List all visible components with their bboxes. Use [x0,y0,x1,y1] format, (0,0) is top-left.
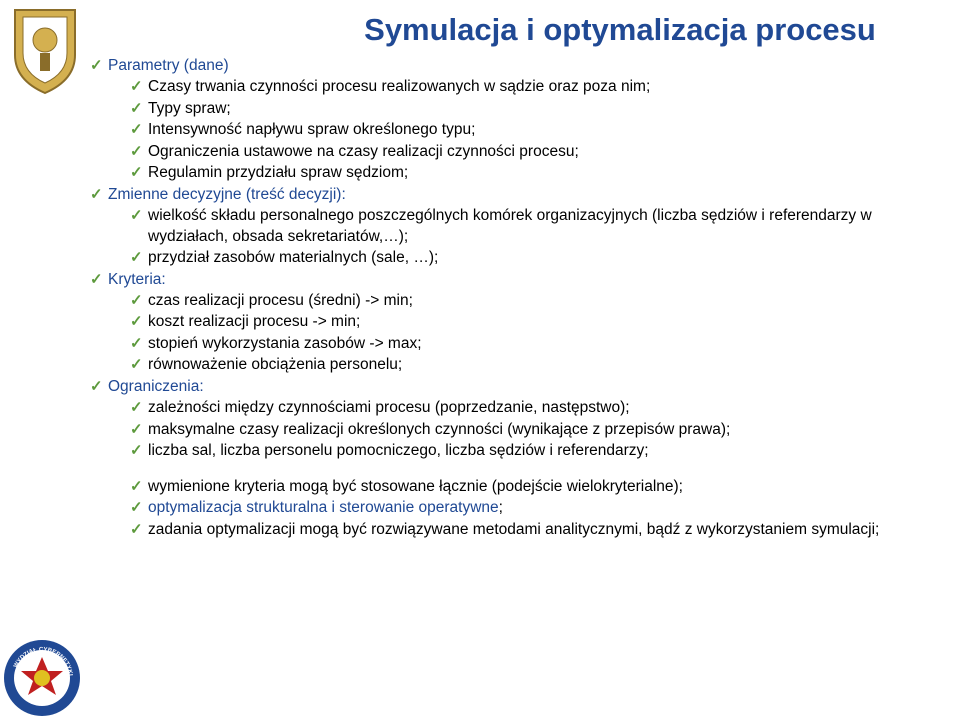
list-item: równoważenie obciążenia personelu; [90,355,930,375]
section-zmienne-label: Zmienne decyzyjne (treść decyzji): [90,185,930,205]
list-item: czas realizacji procesu (średni) -> min; [90,291,930,311]
footer-item-tail: ; [499,499,503,516]
shield-logo-icon [5,5,85,95]
list-item: Intensywność napływu spraw określonego t… [90,120,930,140]
list-item: przydział zasobów materialnych (sale, …)… [90,248,930,268]
section-kryteria-label: Kryteria: [90,270,930,290]
footer-item: wymienione kryteria mogą być stosowane ł… [90,477,930,497]
list-item: Czasy trwania czynności procesu realizow… [90,77,930,97]
list-item: Regulamin przydziału spraw sędziom; [90,163,930,183]
list-item: stopień wykorzystania zasobów -> max; [90,334,930,354]
list-item: Ograniczenia ustawowe na czasy realizacj… [90,142,930,162]
section-parametry-label: Parametry (dane) [90,56,930,76]
list-item: wielkość składu personalnego poszczególn… [90,206,930,247]
list-item: maksymalne czasy realizacji określonych … [90,420,930,440]
footer-item-blue: optymalizacja strukturalna i sterowanie … [148,499,499,516]
list-item: liczba sal, liczba personelu pomocniczeg… [90,441,930,461]
footer-item: zadania optymalizacji mogą być rozwiązyw… [90,520,930,540]
department-badge-icon: WYDZIAŁ CYBERNETYKI [3,639,81,717]
section-ograniczenia-label: Ograniczenia: [90,377,930,397]
list-item: Typy spraw; [90,99,930,119]
footer-item: optymalizacja strukturalna i sterowanie … [90,498,930,518]
list-item: koszt realizacji procesu -> min; [90,312,930,332]
list-item: zależności między czynnościami procesu (… [90,398,930,418]
slide-title: Symulacja i optymalizacja procesu [0,0,960,56]
slide-content: Parametry (dane) Czasy trwania czynności… [0,56,960,540]
